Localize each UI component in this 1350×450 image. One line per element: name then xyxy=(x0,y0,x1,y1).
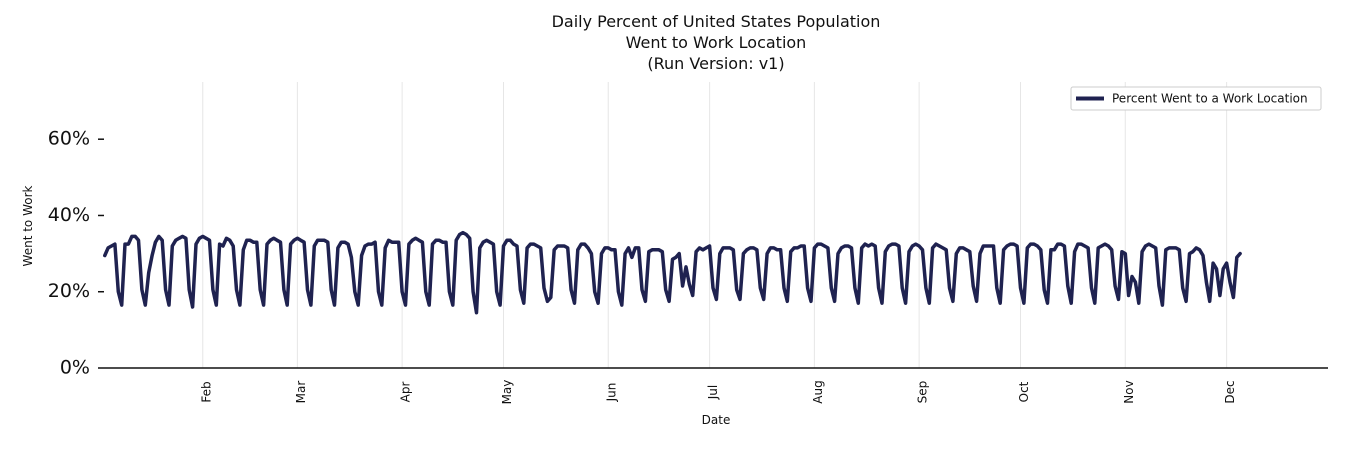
y-tick-label: 40% xyxy=(48,204,90,226)
x-tick-label: Jun xyxy=(605,383,619,403)
x-tick-label: Dec xyxy=(1223,380,1237,403)
legend: Percent Went to a Work Location xyxy=(1070,86,1322,111)
x-tick-label: Jul xyxy=(706,385,720,400)
series-layer xyxy=(103,230,1242,315)
legend-box xyxy=(1070,86,1322,111)
x-tick-label: Aug xyxy=(811,380,825,403)
x-tick-label: Mar xyxy=(294,381,308,404)
legend-label: Percent Went to a Work Location xyxy=(1112,92,1308,106)
chart-title-line-1: Daily Percent of United States Populatio… xyxy=(552,12,881,31)
x-tick-label: Oct xyxy=(1017,381,1031,402)
y-axis-title: Went to Work xyxy=(21,185,35,266)
x-tick-label: Nov xyxy=(1122,380,1136,403)
x-axis-title: Date xyxy=(702,413,731,427)
series-line xyxy=(103,230,1242,315)
x-tick-label: Feb xyxy=(199,381,213,402)
x-tick-label: May xyxy=(500,380,514,405)
chart-title-line-2: Went to Work Location xyxy=(626,33,807,52)
x-axis: Feb Mar Apr May Jun Jul Aug Sep Oct Nov Dec xyxy=(199,380,1237,405)
y-axis: 0% 20% 40% 60% xyxy=(48,128,104,379)
x-tick-label: Sep xyxy=(916,381,930,404)
y-tick-label: 0% xyxy=(60,357,90,379)
y-tick-label: 60% xyxy=(48,128,90,150)
y-tick-label: 20% xyxy=(48,280,90,302)
chart-title-line-3: (Run Version: v1) xyxy=(647,54,784,73)
grid-lines xyxy=(202,82,1228,368)
x-tick-label: Apr xyxy=(399,382,413,403)
